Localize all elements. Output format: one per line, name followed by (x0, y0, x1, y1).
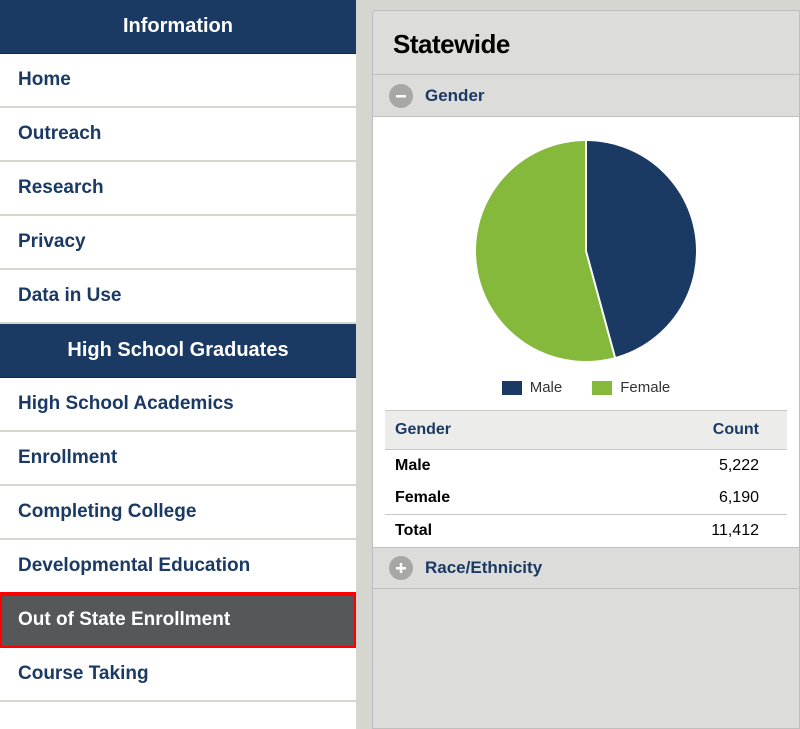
legend-swatch-female (592, 381, 612, 395)
sidebar-item-course-taking[interactable]: Course Taking (0, 648, 356, 702)
sidebar-item-label: Out of State Enrollment (18, 609, 230, 631)
page-title: Statewide (393, 29, 779, 60)
table-cell-label: Total (385, 515, 574, 548)
sidebar-section-header-label: Information (123, 15, 233, 38)
table-cell-label: Female (385, 482, 574, 515)
legend-item-female: Female (592, 379, 670, 396)
sidebar-item-research[interactable]: Research (0, 162, 356, 216)
legend-swatch-male (502, 381, 522, 395)
sidebar-nav: Information Home Outreach Research Priva… (0, 0, 356, 729)
sidebar-item-data-in-use[interactable]: Data in Use (0, 270, 356, 324)
table-cell-value: 11,412 (574, 515, 787, 548)
sidebar-section-header-hs-graduates: High School Graduates (0, 324, 356, 378)
chart-legend: Male Female (385, 369, 787, 410)
table-cell-value: 6,190 (574, 482, 787, 515)
sidebar-section-header-information: Information (0, 0, 356, 54)
sidebar-item-home[interactable]: Home (0, 54, 356, 108)
legend-label: Male (530, 379, 563, 396)
accordion-header-race-ethnicity[interactable]: Race/Ethnicity (373, 547, 799, 589)
sidebar-item-label: Course Taking (18, 663, 149, 685)
sidebar-item-privacy[interactable]: Privacy (0, 216, 356, 270)
accordion-body-gender: Male Female Gender Count (373, 117, 799, 547)
table-cell-value: 5,222 (574, 450, 787, 483)
sidebar-item-hs-academics[interactable]: High School Academics (0, 378, 356, 432)
accordion-header-gender[interactable]: Gender (373, 75, 799, 117)
content-panel: Statewide Gender Male (372, 10, 800, 729)
table-row: Male 5,222 (385, 450, 787, 483)
table-col-count: Count (574, 411, 787, 450)
table-cell-label: Male (385, 450, 574, 483)
legend-item-male: Male (502, 379, 563, 396)
pie-slice-borders (476, 141, 696, 361)
sidebar-section-header-label: High School Graduates (67, 339, 288, 362)
table-header-row: Gender Count (385, 411, 787, 450)
main-area: Statewide Gender Male (356, 0, 800, 729)
accordion-label: Gender (425, 86, 485, 106)
sidebar-item-label: High School Academics (18, 393, 234, 415)
panel-header: Statewide (373, 11, 799, 75)
accordion-gender: Gender Male Female (373, 75, 799, 547)
accordion-label: Race/Ethnicity (425, 558, 542, 578)
table-col-gender: Gender (385, 411, 574, 450)
sidebar-item-label: Research (18, 177, 104, 199)
sidebar-item-enrollment[interactable]: Enrollment (0, 432, 356, 486)
gender-pie-chart (476, 141, 696, 361)
sidebar-item-label: Data in Use (18, 285, 121, 307)
plus-icon (389, 556, 413, 580)
sidebar-item-label: Developmental Education (18, 555, 250, 577)
gender-table: Gender Count Male 5,222 Female 6,190 (385, 410, 787, 547)
minus-icon (389, 84, 413, 108)
sidebar-item-label: Enrollment (18, 447, 117, 469)
table-row: Female 6,190 (385, 482, 787, 515)
sidebar-item-completing-college[interactable]: Completing College (0, 486, 356, 540)
pie-chart-wrap (385, 135, 787, 369)
legend-label: Female (620, 379, 670, 396)
sidebar-item-out-of-state-enrollment[interactable]: Out of State Enrollment (0, 594, 356, 648)
sidebar-item-label: Completing College (18, 501, 196, 523)
sidebar-item-outreach[interactable]: Outreach (0, 108, 356, 162)
table-row-total: Total 11,412 (385, 515, 787, 548)
accordion-race-ethnicity: Race/Ethnicity (373, 547, 799, 589)
sidebar-item-label: Home (18, 69, 71, 91)
sidebar-item-label: Outreach (18, 123, 101, 145)
sidebar-item-developmental-education[interactable]: Developmental Education (0, 540, 356, 594)
sidebar-item-label: Privacy (18, 231, 86, 253)
